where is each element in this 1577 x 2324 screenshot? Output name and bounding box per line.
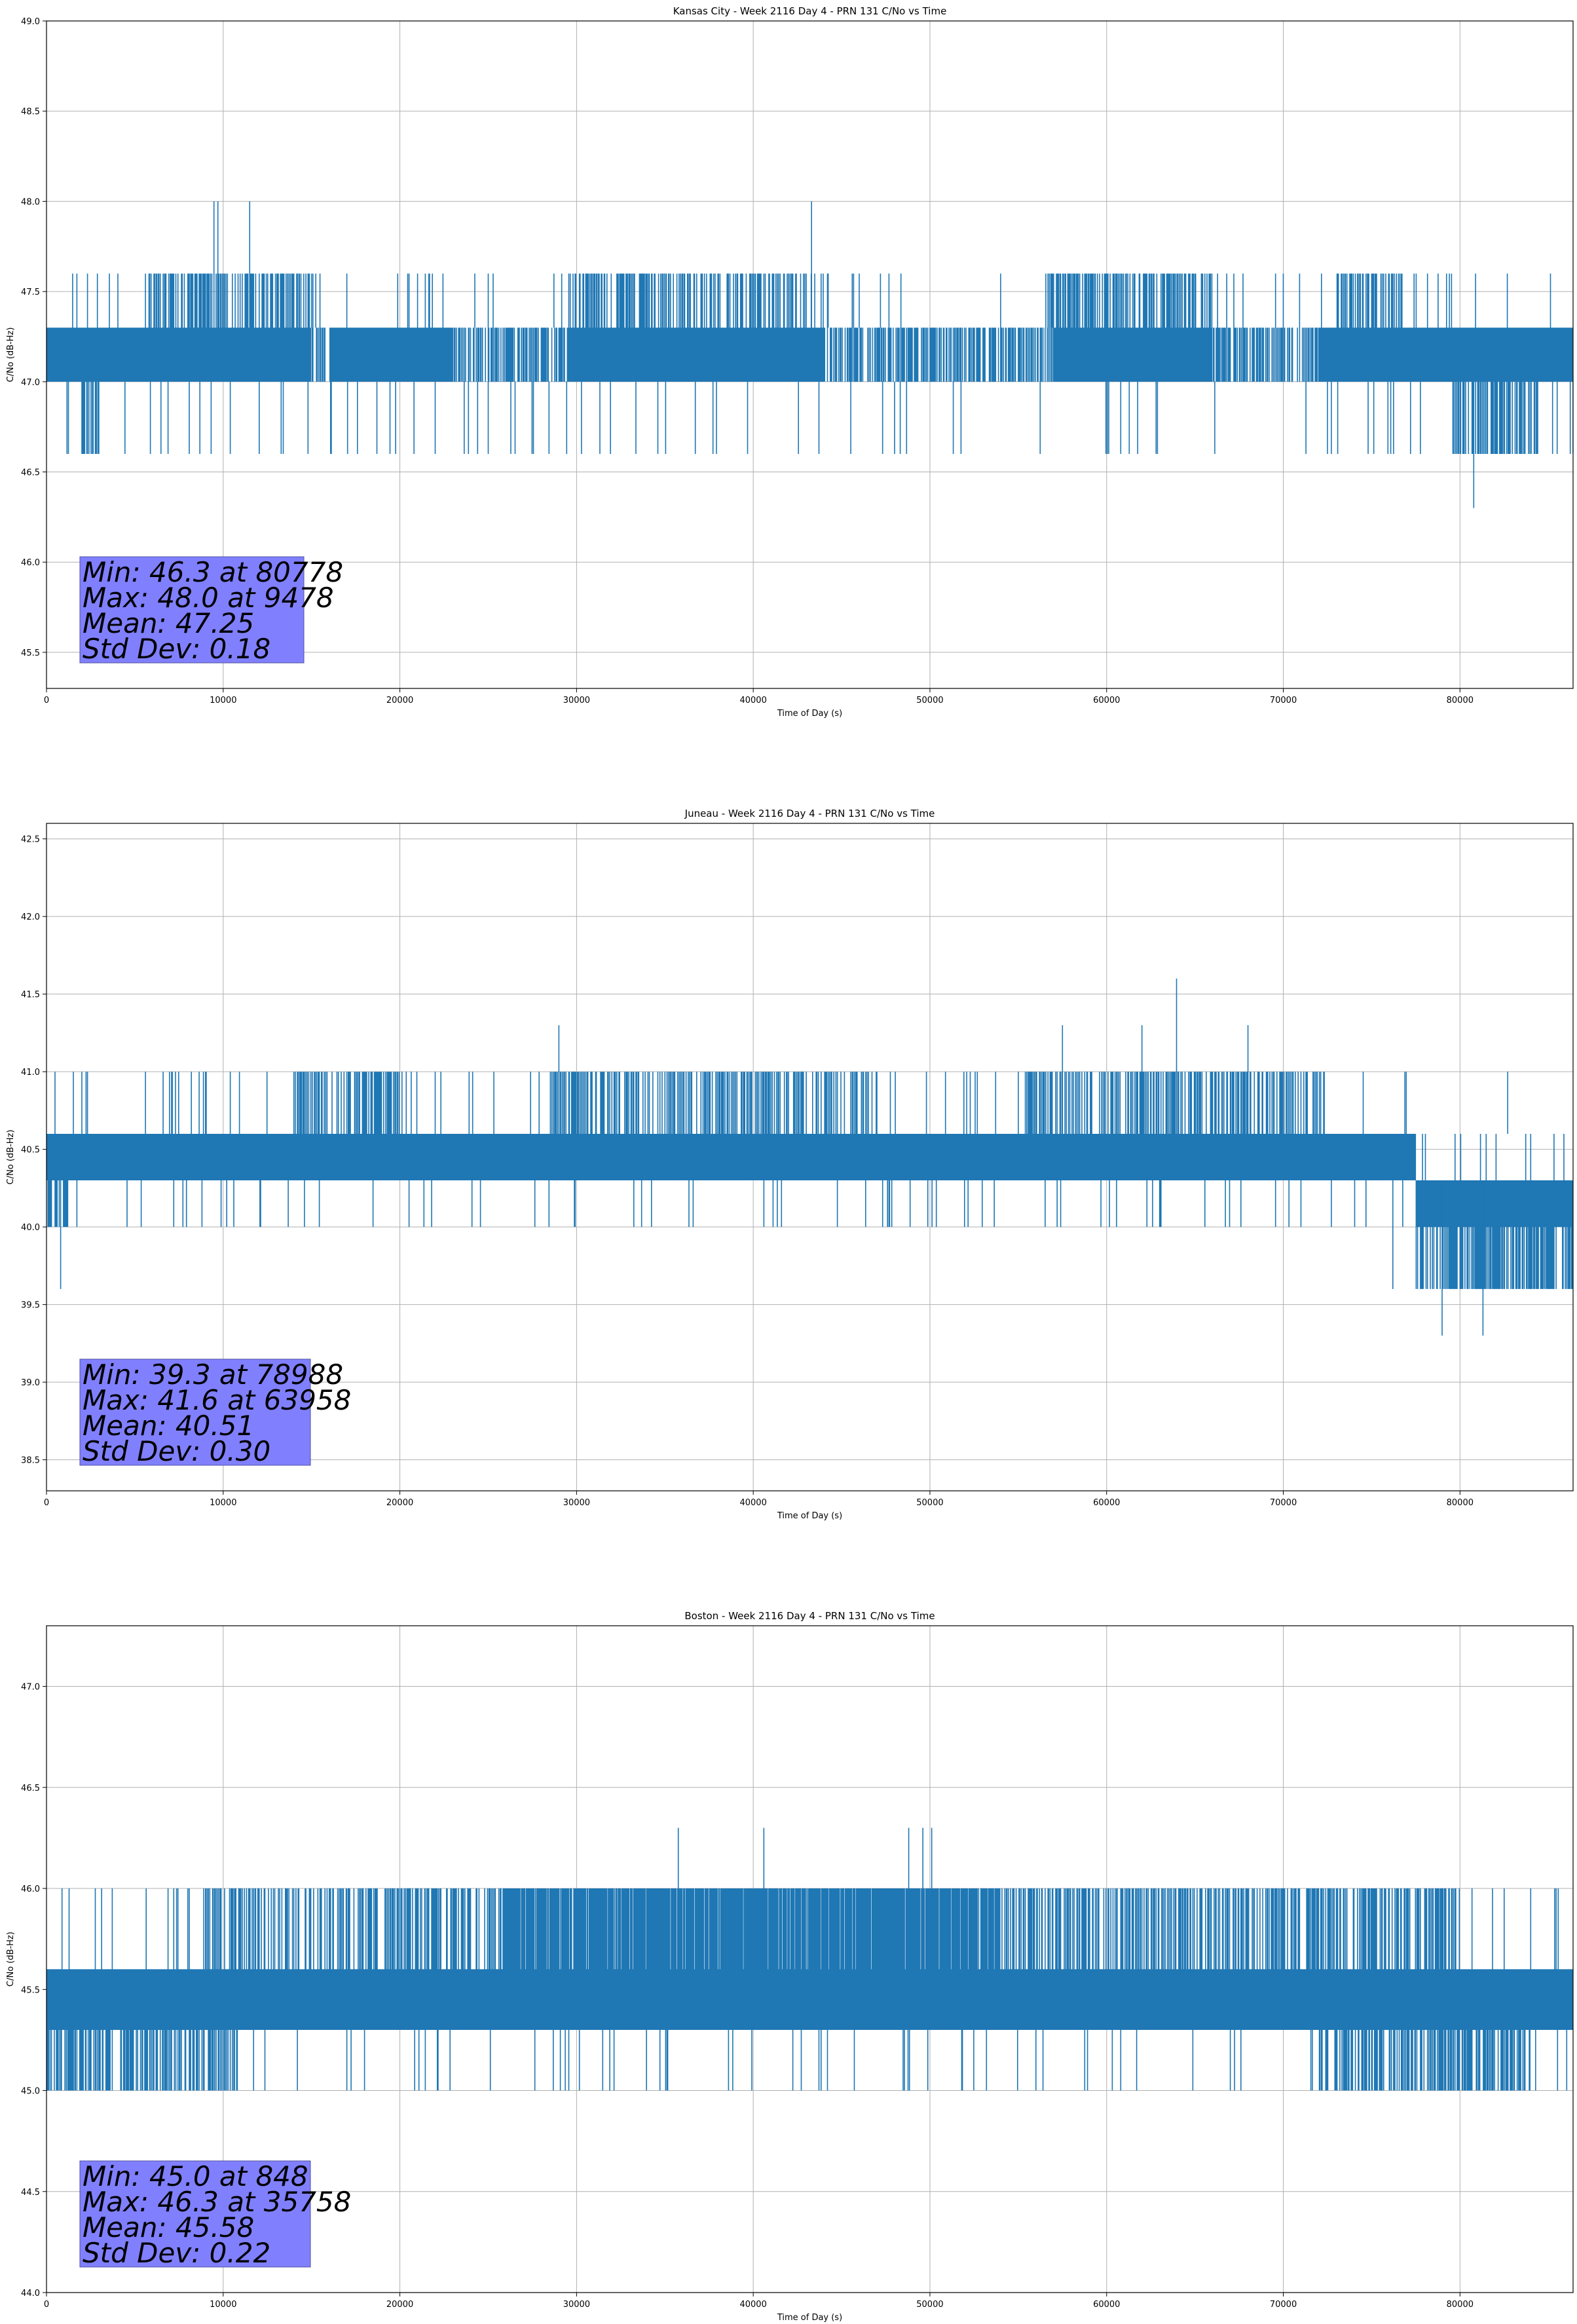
y-tick-label: 39.5 <box>21 1301 40 1311</box>
series-band <box>46 1888 1573 2091</box>
stats-line: Std Dev: 0.30 <box>83 1435 270 1467</box>
x-tick-label: 60000 <box>1093 2300 1120 2310</box>
y-tick-label: 41.0 <box>21 1068 40 1078</box>
x-tick-label: 10000 <box>210 2300 236 2310</box>
x-tick-label: 50000 <box>916 2300 943 2310</box>
stats-line: Max: 46.3 at 35758 <box>83 2186 351 2218</box>
stats-line: Mean: 47.25 <box>83 607 254 639</box>
x-tick-label: 40000 <box>739 2300 766 2310</box>
x-tick-label: 0 <box>44 1498 49 1508</box>
y-tick-label: 46.5 <box>21 468 40 478</box>
series-band <box>46 273 1573 454</box>
x-tick-label: 20000 <box>386 2300 413 2310</box>
axes-frame <box>46 1625 1574 2293</box>
y-tick-label: 48.5 <box>21 107 40 117</box>
x-tick-label: 70000 <box>1270 2300 1297 2310</box>
chart-title: Kansas City - Week 2116 Day 4 - PRN 131 … <box>673 5 947 17</box>
x-tick-label: 30000 <box>563 1498 590 1508</box>
x-axis-label: Time of Day (s) <box>777 709 842 719</box>
x-tick-label: 0 <box>44 696 49 705</box>
x-tick-label: 60000 <box>1093 696 1120 705</box>
chart-panel-1: 0 10000 20000 30000 40000 50000 60000 70000 8000… <box>6 5 1574 719</box>
x-tick-label: 80000 <box>1447 2300 1474 2310</box>
axes-frame <box>46 823 1574 1491</box>
y-tick-label: 41.5 <box>21 990 40 1000</box>
x-tick-label: 70000 <box>1270 696 1297 705</box>
stats-line: Min: 39.3 at 78988 <box>83 1359 343 1391</box>
series-line <box>46 1827 1573 2091</box>
stats-box-background <box>79 2160 311 2268</box>
series-line <box>46 201 1573 508</box>
y-tick-label: 45.5 <box>21 648 40 658</box>
y-tick-label: 39.0 <box>21 1378 40 1388</box>
x-tick-label: 50000 <box>916 1498 943 1508</box>
stats-box-background <box>79 1359 311 1466</box>
y-tick-label: 49.0 <box>21 17 40 27</box>
y-tick-label: 40.5 <box>21 1146 40 1155</box>
stats-line: Std Dev: 0.18 <box>83 633 270 665</box>
x-tick-label: 50000 <box>916 696 943 705</box>
x-tick-label: 20000 <box>386 696 413 705</box>
x-tick-label: 10000 <box>210 696 236 705</box>
series-band <box>46 1072 1573 1289</box>
y-tick-label: 47.0 <box>21 1683 40 1693</box>
y-tick-label: 40.0 <box>21 1223 40 1233</box>
x-tick-label: 10000 <box>210 1498 236 1508</box>
x-tick-label: 30000 <box>563 696 590 705</box>
y-tick-label: 45.5 <box>21 1985 40 1995</box>
series-line <box>46 978 1573 1336</box>
axes-frame <box>46 20 1574 689</box>
y-tick-label: 44.0 <box>21 2289 40 2298</box>
stats-box-background <box>79 556 305 664</box>
stats-line: Mean: 45.58 <box>83 2211 254 2243</box>
x-tick-label: 40000 <box>739 1498 766 1508</box>
stats-line: Mean: 40.51 <box>83 1410 254 1442</box>
y-tick-label: 45.0 <box>21 2087 40 2097</box>
y-tick-label: 47.5 <box>21 288 40 297</box>
y-tick-label: 38.5 <box>21 1456 40 1466</box>
x-axis-label: Time of Day (s) <box>777 1511 842 1521</box>
chart-title: Boston - Week 2116 Day 4 - PRN 131 C/No … <box>684 1610 935 1622</box>
y-axis-label: C/No (dB-Hz) <box>6 1130 16 1185</box>
stats-line: Min: 45.0 at 848 <box>83 2160 308 2192</box>
y-axis-label: C/No (dB-Hz) <box>6 328 16 383</box>
y-tick-label: 46.0 <box>21 558 40 568</box>
y-tick-label: 46.5 <box>21 1784 40 1793</box>
y-tick-label: 44.5 <box>21 2188 40 2198</box>
chart-title: Juneau - Week 2116 Day 4 - PRN 131 C/No … <box>684 808 935 819</box>
stats-line: Std Dev: 0.22 <box>83 2237 270 2269</box>
chart-panel-2: 0 10000 20000 30000 40000 50000 60000 70000 8000… <box>6 808 1574 1521</box>
x-tick-label: 30000 <box>563 2300 590 2310</box>
y-tick-label: 46.0 <box>21 1884 40 1894</box>
y-tick-label: 42.0 <box>21 912 40 922</box>
x-tick-label: 40000 <box>739 696 766 705</box>
x-tick-label: 80000 <box>1447 1498 1474 1508</box>
y-tick-label: 47.0 <box>21 378 40 388</box>
stats-line: Max: 41.6 at 63958 <box>83 1384 351 1416</box>
y-axis-label: C/No (dB-Hz) <box>6 1932 16 1987</box>
x-tick-label: 70000 <box>1270 1498 1297 1508</box>
x-tick-label: 0 <box>44 2300 49 2310</box>
y-tick-label: 48.0 <box>21 197 40 207</box>
chart-panel-3: 0 10000 20000 30000 40000 50000 60000 70000 8000… <box>6 1610 1574 2323</box>
x-tick-label: 80000 <box>1447 696 1474 705</box>
stats-line: Max: 48.0 at 9478 <box>83 582 334 614</box>
x-axis-label: Time of Day (s) <box>777 2313 842 2323</box>
x-tick-label: 60000 <box>1093 1498 1120 1508</box>
x-tick-label: 20000 <box>386 1498 413 1508</box>
y-tick-label: 42.5 <box>21 835 40 845</box>
stats-line: Min: 46.3 at 80778 <box>83 556 343 588</box>
